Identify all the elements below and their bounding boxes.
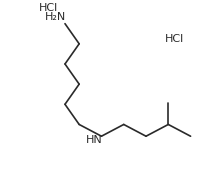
Text: HCl: HCl xyxy=(165,34,184,44)
Text: HCl: HCl xyxy=(39,3,58,13)
Text: H₂N: H₂N xyxy=(45,12,66,22)
Text: HN: HN xyxy=(86,135,103,145)
